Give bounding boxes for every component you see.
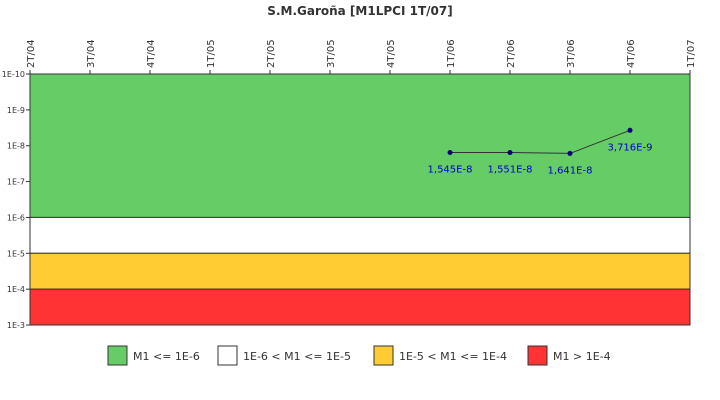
y-tick-label: 1E-10: [2, 70, 25, 79]
risk-bands: [29, 73, 691, 326]
data-point: [627, 127, 633, 133]
legend-label: 1E-6 < M1 <= 1E-5: [243, 350, 351, 363]
x-tick-label: 1T/06: [446, 39, 457, 68]
x-tick-label: 3T/04: [86, 39, 97, 68]
data-point: [507, 150, 513, 156]
y-tick-label: 1E-7: [7, 178, 25, 187]
y-tick-label: 1E-8: [7, 142, 25, 151]
x-tick-label: 1T/07: [686, 39, 697, 68]
legend-label: 1E-5 < M1 <= 1E-4: [399, 350, 507, 363]
legend-label: M1 > 1E-4: [553, 350, 611, 363]
y-axis: 1E-10 1E-9 1E-8 1E-7 1E-6 1E-5 1E-4 1E-3: [2, 70, 30, 330]
legend-swatch: [107, 345, 128, 366]
y-tick-label: 1E-5: [7, 249, 25, 258]
data-label: 3,716E-9: [608, 142, 653, 153]
x-tick-label: 4T/05: [386, 39, 397, 68]
data-label: 1,545E-8: [428, 164, 473, 175]
legend-label: M1 <= 1E-6: [133, 350, 200, 363]
y-tick-label: 1E-9: [7, 106, 25, 115]
x-tick-label: 4T/04: [146, 39, 157, 68]
x-tick-label: 3T/05: [326, 39, 337, 68]
data-label: 1,641E-8: [548, 165, 593, 176]
x-tick-label: 3T/06: [566, 39, 577, 68]
data-label: 1,551E-8: [488, 165, 533, 176]
band-2: [29, 216, 691, 254]
band-4: [29, 288, 691, 326]
legend-swatch: [527, 345, 548, 366]
legend: M1 <= 1E-6 1E-6 < M1 <= 1E-5 1E-5 < M1 <= …: [107, 345, 611, 366]
data-point: [567, 150, 573, 156]
series-layer: 1,545E-8 1,551E-8 1,641E-8 3,716E-9: [428, 127, 653, 176]
data-point: [447, 149, 453, 155]
x-axis: 2T/04 3T/04 4T/04 1T/05 2T/05 3T/05 4T/05 1T/06…: [26, 39, 697, 74]
band-1: [29, 73, 691, 218]
plot-frame: [29, 73, 691, 326]
x-tick-label: 2T/05: [266, 39, 277, 68]
x-tick-label: 2T/04: [26, 39, 37, 68]
series-line: [449, 129, 631, 154]
y-tick-label: 1E-3: [7, 321, 25, 330]
y-tick-label: 1E-6: [7, 213, 25, 222]
x-tick-label: 4T/06: [626, 39, 637, 68]
x-tick-label: 1T/05: [206, 39, 217, 68]
y-tick-label: 1E-4: [7, 285, 25, 294]
legend-swatch: [217, 345, 238, 366]
x-tick-label: 2T/06: [506, 39, 517, 68]
chart-title: S.M.Garoña [M1LPCI 1T/07]: [267, 4, 452, 18]
band-3: [29, 252, 691, 290]
legend-swatch: [373, 345, 394, 366]
